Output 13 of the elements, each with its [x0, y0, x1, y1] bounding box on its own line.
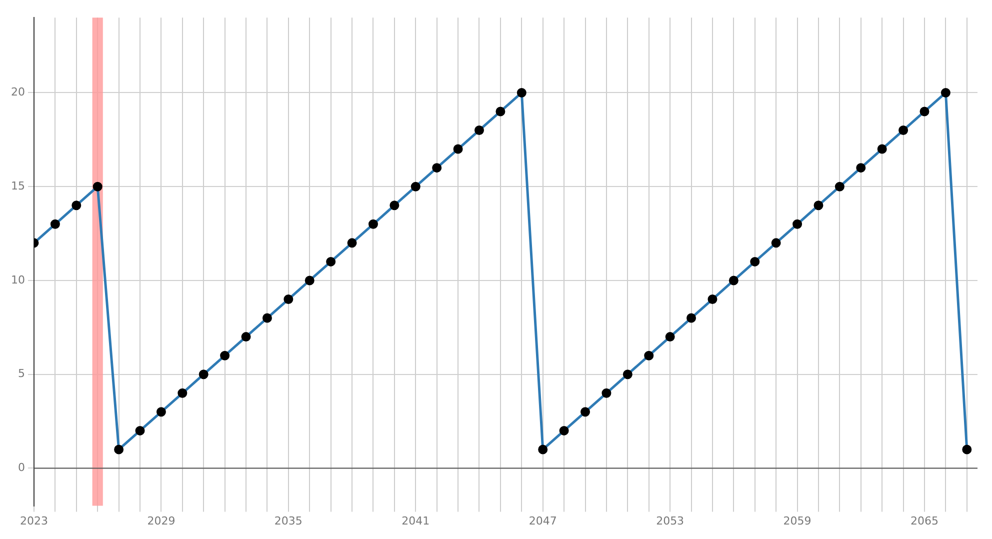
- y-tick-label: 20: [10, 86, 25, 99]
- x-tick-label: 2059: [783, 514, 812, 528]
- y-tick-label: 0: [18, 461, 25, 474]
- x-tick-label: 2065: [910, 514, 938, 528]
- y-tick-label: 5: [18, 367, 25, 380]
- x-tick-label: 2035: [274, 514, 302, 528]
- x-tick-label: 2023: [20, 514, 48, 528]
- x-tick-label: 2047: [528, 514, 557, 528]
- y-tick-label: 15: [10, 179, 25, 192]
- x-tick-label: 2029: [147, 514, 176, 528]
- x-tick-label: 2041: [402, 514, 430, 528]
- y-tick-label: 10: [10, 273, 25, 286]
- x-tick-label: 2053: [656, 514, 684, 528]
